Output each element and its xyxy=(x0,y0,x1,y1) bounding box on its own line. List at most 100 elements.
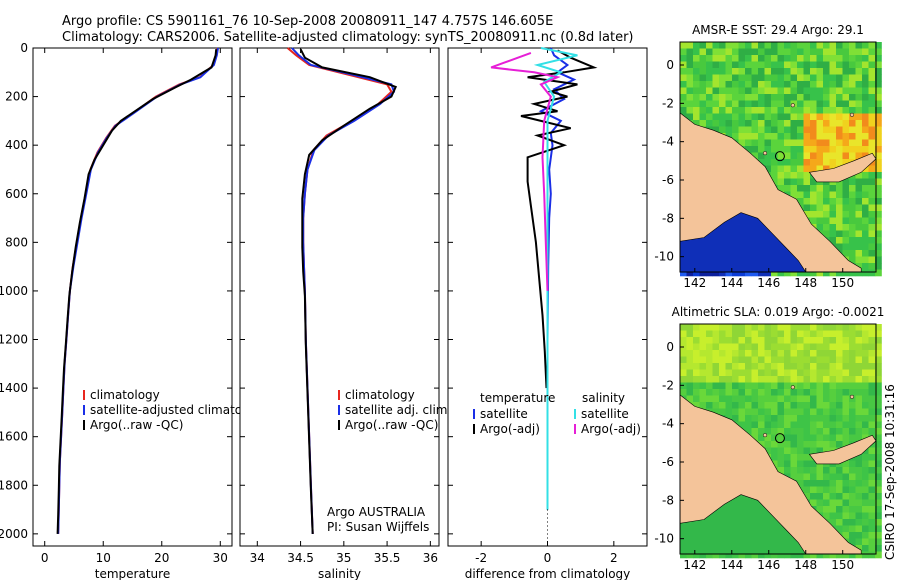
map-cell xyxy=(862,363,869,370)
map-cell xyxy=(784,460,791,468)
map-cell xyxy=(745,120,752,127)
map-cell xyxy=(868,146,876,153)
map-cell xyxy=(784,165,791,173)
map-cell xyxy=(829,337,837,344)
map-cell xyxy=(706,324,713,331)
map-cell xyxy=(816,159,824,166)
map-cell xyxy=(790,421,798,429)
map-cell xyxy=(751,146,759,153)
map-cell xyxy=(784,120,791,127)
map-cell xyxy=(836,230,843,238)
map-cell xyxy=(719,55,726,62)
map-cell xyxy=(868,48,876,56)
map-cell xyxy=(823,486,830,494)
map-cell xyxy=(764,363,772,370)
map-cell xyxy=(816,185,824,192)
map-cell xyxy=(836,441,843,448)
map-cell xyxy=(764,428,772,435)
map-cell xyxy=(751,113,759,121)
map-cell xyxy=(836,217,843,225)
map-cell xyxy=(829,48,837,56)
map-cell xyxy=(849,87,856,95)
map-cell xyxy=(875,113,882,121)
map-cell xyxy=(764,389,772,396)
map-cell xyxy=(784,81,791,88)
y-tick-label: 0 xyxy=(666,340,674,354)
map-cell xyxy=(732,113,739,121)
map-cell xyxy=(810,55,817,62)
map-cell xyxy=(862,376,869,383)
map-cell xyxy=(686,113,694,121)
map-cell xyxy=(764,402,772,409)
map-cell xyxy=(771,113,778,121)
map-cell xyxy=(686,81,694,88)
map-cell xyxy=(875,402,882,409)
map-cell xyxy=(699,269,707,277)
map-cell xyxy=(823,204,830,212)
map-cell xyxy=(712,100,720,108)
x-tick-label: 148 xyxy=(794,276,817,290)
map-cell xyxy=(855,42,863,49)
map-cell xyxy=(680,94,687,101)
map-cell xyxy=(771,376,778,383)
map-cell xyxy=(777,421,785,429)
map-cell xyxy=(875,369,882,377)
map-cell xyxy=(849,113,856,121)
map-cell xyxy=(680,389,687,396)
map-cell xyxy=(849,369,856,377)
map-cell xyxy=(790,350,798,357)
map-cell xyxy=(784,447,791,455)
map-cell xyxy=(803,191,811,199)
map-cell xyxy=(706,389,713,396)
map-cell xyxy=(875,532,882,539)
map-cell xyxy=(719,343,726,351)
map-cell xyxy=(777,172,785,179)
map-cell xyxy=(823,369,830,377)
map-cell xyxy=(829,139,837,147)
map-cell xyxy=(803,434,811,442)
y-tick-label: 400 xyxy=(5,138,28,152)
map-cell xyxy=(829,198,837,205)
map-cell xyxy=(784,343,791,351)
map-cell xyxy=(803,480,811,487)
figure-title-line2: Climatology: CARS2006. Satellite-adjuste… xyxy=(62,30,634,45)
map-cell xyxy=(751,363,759,370)
map-cell xyxy=(712,126,720,134)
map-cell xyxy=(849,243,856,251)
map-cell xyxy=(725,369,733,377)
map-cell xyxy=(790,133,798,140)
y-tick-label: 200 xyxy=(5,90,28,104)
map-cell xyxy=(823,467,830,474)
map-cell xyxy=(849,191,856,199)
map-cell xyxy=(823,343,830,351)
map-cell xyxy=(855,107,863,114)
map-cell xyxy=(875,126,882,134)
map-cell xyxy=(693,337,700,344)
map-cell xyxy=(810,356,817,364)
map-cell xyxy=(862,185,869,192)
map-cell xyxy=(706,350,713,357)
map-cell xyxy=(751,421,759,429)
map-cell xyxy=(771,460,778,468)
map-cell xyxy=(771,363,778,370)
map-cell xyxy=(855,532,863,539)
map-cell xyxy=(771,441,778,448)
map-cell xyxy=(725,113,733,121)
x-tick-label: 30 xyxy=(213,551,228,565)
map-cell xyxy=(745,133,752,140)
map-cell xyxy=(686,343,694,351)
map-cell xyxy=(829,408,837,416)
map-cell xyxy=(797,68,804,75)
map-cell xyxy=(751,61,759,69)
map-cell xyxy=(680,369,687,377)
map-cell xyxy=(829,87,837,95)
map-cell xyxy=(732,120,739,127)
map-cell xyxy=(693,94,700,101)
map-cell xyxy=(738,408,746,416)
map-cell xyxy=(875,538,882,546)
map-cell xyxy=(797,172,804,179)
map-cell xyxy=(842,519,850,526)
map-cell xyxy=(803,428,811,435)
map-cell xyxy=(855,415,863,422)
map-cell xyxy=(738,337,746,344)
